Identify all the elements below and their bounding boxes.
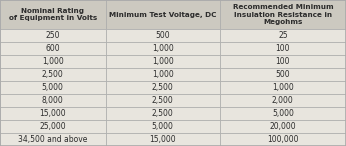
Text: 500: 500 (275, 70, 290, 79)
Text: 20,000: 20,000 (270, 122, 296, 131)
Text: Recommended Minimum
Insulation Resistance in
Megohms: Recommended Minimum Insulation Resistanc… (233, 4, 333, 25)
Text: Nominal Rating
of Equipment in Volts: Nominal Rating of Equipment in Volts (9, 8, 97, 21)
Bar (0, 94, 106, 107)
Text: 1,000: 1,000 (152, 70, 173, 79)
Bar (106, 68, 220, 81)
Text: Minimum Test Voltage, DC: Minimum Test Voltage, DC (109, 12, 216, 18)
Text: 100,000: 100,000 (267, 135, 299, 144)
Bar (106, 81, 220, 94)
Bar (0, 107, 106, 120)
Bar (220, 133, 346, 146)
Text: 15,000: 15,000 (39, 109, 66, 118)
Bar (220, 81, 346, 94)
Bar (220, 107, 346, 120)
Text: 2,000: 2,000 (272, 96, 294, 105)
Bar (0, 0, 106, 29)
Text: 5,000: 5,000 (42, 83, 64, 92)
Bar (0, 55, 106, 68)
Text: 100: 100 (276, 57, 290, 66)
Text: 1,000: 1,000 (152, 57, 173, 66)
Bar (220, 0, 346, 29)
Text: 2,500: 2,500 (42, 70, 64, 79)
Text: 1,000: 1,000 (152, 44, 173, 53)
Bar (106, 107, 220, 120)
Bar (106, 55, 220, 68)
Bar (0, 42, 106, 55)
Text: 500: 500 (155, 31, 170, 40)
Bar (106, 133, 220, 146)
Bar (106, 94, 220, 107)
Text: 1,000: 1,000 (272, 83, 294, 92)
Text: 250: 250 (46, 31, 60, 40)
Bar (220, 68, 346, 81)
Text: 25,000: 25,000 (39, 122, 66, 131)
Text: 34,500 and above: 34,500 and above (18, 135, 88, 144)
Text: 5,000: 5,000 (152, 122, 174, 131)
Text: 8,000: 8,000 (42, 96, 64, 105)
Bar (0, 29, 106, 42)
Bar (106, 29, 220, 42)
Bar (0, 120, 106, 133)
Bar (220, 42, 346, 55)
Text: 25: 25 (278, 31, 288, 40)
Text: 5,000: 5,000 (272, 109, 294, 118)
Text: 600: 600 (45, 44, 60, 53)
Text: 15,000: 15,000 (149, 135, 176, 144)
Text: 2,500: 2,500 (152, 109, 173, 118)
Bar (106, 120, 220, 133)
Text: 2,500: 2,500 (152, 96, 173, 105)
Bar (220, 94, 346, 107)
Bar (220, 29, 346, 42)
Text: 100: 100 (276, 44, 290, 53)
Bar (220, 120, 346, 133)
Bar (106, 0, 220, 29)
Bar (0, 133, 106, 146)
Bar (106, 42, 220, 55)
Bar (0, 81, 106, 94)
Text: 1,000: 1,000 (42, 57, 64, 66)
Text: 2,500: 2,500 (152, 83, 173, 92)
Bar (0, 68, 106, 81)
Bar (220, 55, 346, 68)
